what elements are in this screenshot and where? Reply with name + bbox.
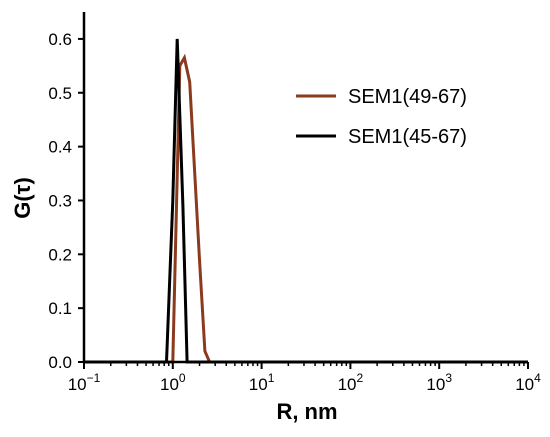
x-tick-label: 100 bbox=[160, 371, 186, 394]
y-tick-label: 0.1 bbox=[48, 299, 72, 318]
y-tick-label: 0.6 bbox=[48, 30, 72, 49]
y-tick-label: 0.0 bbox=[48, 353, 72, 372]
legend-label-2: SEM1(45-67) bbox=[348, 126, 467, 148]
legend-label-1: SEM1(49-67) bbox=[348, 86, 467, 108]
y-tick-label: 0.3 bbox=[48, 191, 72, 210]
y-tick-label: 0.2 bbox=[48, 245, 72, 264]
x-axis-title: R, nm bbox=[276, 399, 337, 424]
x-tick-label: 10−1 bbox=[68, 371, 101, 394]
y-tick-label: 0.5 bbox=[48, 84, 72, 103]
y-tick-label: 0.4 bbox=[48, 138, 72, 157]
axes-layer: 0.0 0.1 0.2 0.3 0.4 0.5 0.6 10−1 100 101 102 103 104 bbox=[48, 12, 541, 394]
x-tick-label: 104 bbox=[515, 371, 541, 394]
y-axis-title: G(τ) bbox=[10, 177, 35, 219]
x-tick-label: 101 bbox=[249, 371, 275, 394]
x-tick-label: 103 bbox=[426, 371, 452, 394]
x-tick-label: 102 bbox=[338, 371, 364, 394]
legend: SEM1(49-67) SEM1(45-67) bbox=[296, 86, 467, 148]
